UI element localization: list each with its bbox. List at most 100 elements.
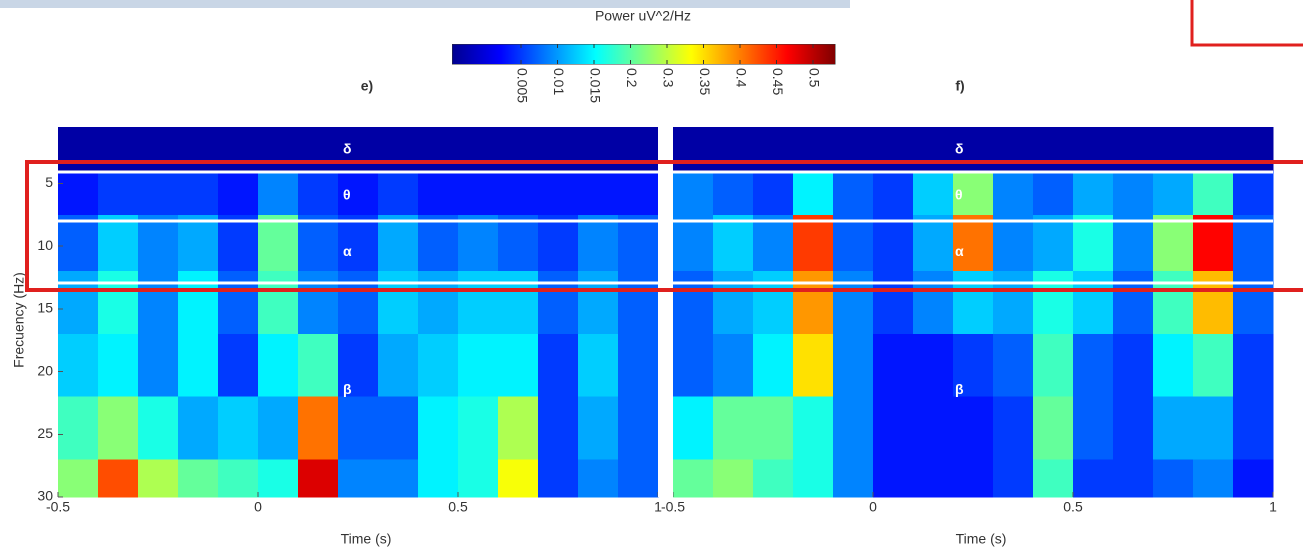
heatmap-cell (1033, 214, 1074, 272)
x-tick-label: -0.5 (661, 499, 685, 515)
heatmap-cell (793, 396, 834, 460)
heatmap-cell (178, 127, 219, 172)
band-label: δ (955, 140, 964, 156)
heatmap-cell (873, 396, 914, 460)
heatmap-cell (753, 396, 794, 460)
heatmap-cell (1073, 214, 1114, 272)
heatmap-cell (1233, 127, 1274, 172)
band-label: δ (343, 140, 352, 156)
heatmap-cell (498, 214, 539, 272)
heatmap-cell (138, 170, 179, 216)
heatmap-cell (793, 170, 834, 216)
heatmap-cell (178, 214, 219, 272)
heatmap-cell (338, 396, 379, 460)
heatmap-cell (418, 214, 459, 272)
heatmap-cell (1153, 396, 1194, 460)
heatmap-cell (1113, 271, 1154, 335)
colorbar-tick-label: 0.4 (733, 68, 749, 88)
colorbar-tick-label: 0.3 (660, 68, 676, 88)
heatmap-cell (218, 214, 259, 272)
heatmap-cell (993, 333, 1034, 398)
x-tick-label: 1 (654, 499, 662, 515)
heatmap-cell (953, 459, 994, 498)
heatmap-cell (618, 459, 659, 498)
heatmap-cell (578, 127, 619, 172)
heatmap-cell (1033, 396, 1074, 460)
heatmap-cell (378, 214, 419, 272)
heatmap-cell (498, 127, 539, 172)
heatmap-cell (1233, 214, 1274, 272)
colorbar-title: Power uV^2/Hz (595, 8, 691, 24)
heatmap-cell (1113, 396, 1154, 460)
heatmap-cell (578, 459, 619, 498)
heatmap-cell (458, 459, 499, 498)
heatmap-cell (1073, 170, 1114, 216)
heatmap-cell (58, 170, 99, 216)
y-tick-label: 10 (37, 237, 53, 253)
heatmap-cell (1113, 333, 1154, 398)
heatmap-cell (1153, 214, 1194, 272)
heatmap-cell (713, 170, 754, 216)
band-label: θ (955, 187, 963, 203)
x-tick-label: 1 (1269, 499, 1277, 515)
heatmap-cell (953, 214, 994, 272)
heatmap-cell (1233, 271, 1274, 335)
heatmap-cell (833, 396, 874, 460)
heatmap-cell (913, 271, 954, 335)
heatmap-cell (673, 459, 714, 498)
colorbar-tick-label: 0.005 (514, 68, 530, 103)
heatmap-cell (1233, 396, 1274, 460)
heatmap-cell (953, 170, 994, 216)
heatmap-cell (378, 333, 419, 398)
heatmap-cell (1113, 459, 1154, 498)
heatmap-cell (953, 396, 994, 460)
heatmap-cell (178, 396, 219, 460)
heatmap-cell (993, 459, 1034, 498)
heatmap-cell (138, 271, 179, 335)
heatmap-cell (58, 459, 99, 498)
heatmap-cell (218, 271, 259, 335)
heatmap-cell (873, 333, 914, 398)
heatmap-cell (913, 214, 954, 272)
x-tick-label: 0.5 (1063, 499, 1083, 515)
heatmap-cell (1153, 459, 1194, 498)
heatmap-cell (338, 271, 379, 335)
band-label: α (343, 243, 352, 259)
heatmap-cell (138, 459, 179, 498)
heatmap-cell (873, 271, 914, 335)
heatmap-cell (1153, 170, 1194, 216)
heatmap-cell (258, 127, 299, 172)
heatmap-cell (793, 333, 834, 398)
heatmap-cell (833, 333, 874, 398)
heatmap-cell (98, 170, 139, 216)
heatmap-cell (138, 333, 179, 398)
heatmap-cell (498, 271, 539, 335)
heatmap-cell (793, 127, 834, 172)
heatmap-cell (298, 170, 339, 216)
heatmap-cell (793, 459, 834, 498)
heatmap-cell (1193, 333, 1234, 398)
heatmap-cell (753, 170, 794, 216)
heatmap-cell (58, 396, 99, 460)
heatmap-cell (1153, 333, 1194, 398)
heatmap-cell (673, 396, 714, 460)
heatmap-cell (378, 127, 419, 172)
heatmap-cell (833, 127, 874, 172)
heatmap-cell (378, 271, 419, 335)
heatmap-cell (1073, 271, 1114, 335)
heatmap-cell (418, 127, 459, 172)
heatmap-cell (218, 127, 259, 172)
heatmap-cell (58, 271, 99, 335)
heatmap-cell (138, 127, 179, 172)
heatmap-cell (538, 396, 579, 460)
heatmap-cell (58, 127, 99, 172)
heatmap-cell (458, 127, 499, 172)
y-tick-label: 15 (37, 300, 53, 316)
heatmap-cell (713, 214, 754, 272)
heatmap-cell (578, 214, 619, 272)
heatmap-cell (338, 214, 379, 272)
heatmap-cell (618, 271, 659, 335)
heatmap-cell (713, 127, 754, 172)
heatmap-cell (1233, 170, 1274, 216)
